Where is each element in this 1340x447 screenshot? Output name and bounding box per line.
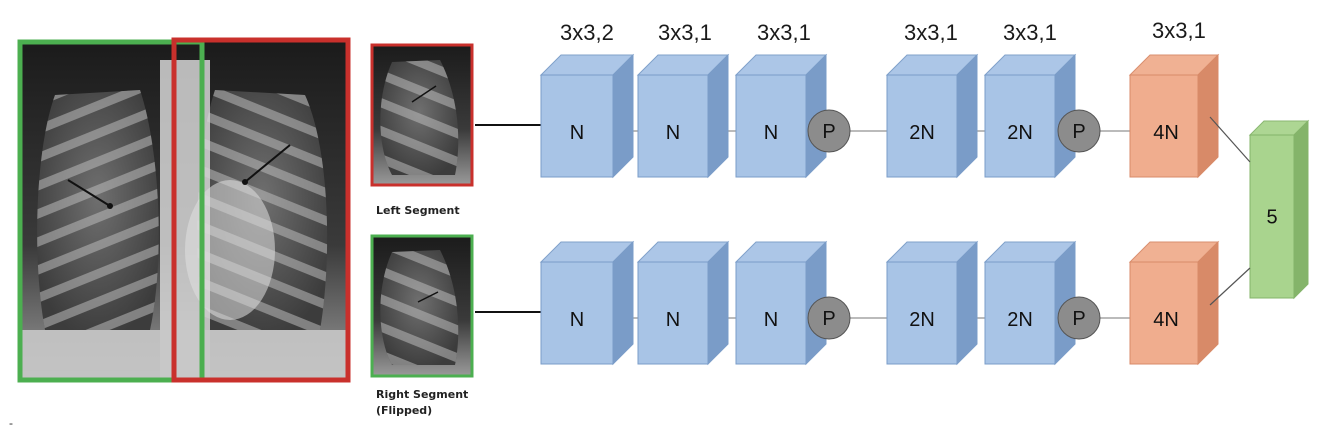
block-label: N: [570, 309, 584, 331]
block-label: N: [764, 122, 778, 144]
left-segment-title: Left Segment: [376, 204, 460, 217]
right-segment-subtitle: (Flipped): [376, 404, 433, 417]
conv-block: 2N: [885, 53, 979, 179]
kernel-label: 3x3,2: [560, 20, 614, 45]
block-label: 2N: [1007, 309, 1033, 331]
right-segment-image: [370, 234, 474, 378]
right-segment-label: Right Segment (Flipped): [376, 387, 468, 419]
block-label: 2N: [909, 309, 935, 331]
stray-mark: -: [9, 416, 13, 430]
kernel-label: 3x3,1: [904, 20, 958, 45]
left-segment-image: [370, 43, 474, 187]
left-segment-label: Left Segment: [376, 203, 460, 219]
block-label: N: [666, 309, 680, 331]
conv-block: N: [636, 240, 730, 366]
kernel-label: 3x3,1: [1003, 20, 1057, 45]
left-lung-frame: [17, 39, 205, 383]
conv-block: 2N: [983, 53, 1077, 179]
branch-right: N N N P 2N 2N P 4N: [475, 240, 1220, 366]
branch-left: N N N P 2N 2N P 4N: [475, 53, 1220, 179]
network-branches: N N N P 2N 2N P 4N N N N P 2N 2N P 4N 5: [475, 53, 1310, 366]
pool-node: P: [1057, 109, 1101, 153]
conv-block: N: [539, 240, 635, 366]
kernel-label: 3x3,1: [757, 20, 811, 45]
conv-block: N: [636, 53, 730, 179]
conv-block: N: [539, 53, 635, 179]
pool-label: P: [822, 121, 835, 143]
kernel-label: 3x3,1: [658, 20, 712, 45]
kernel-label: 3x3,1: [1152, 18, 1206, 43]
pool-node: P: [807, 109, 851, 153]
pool-node: P: [1057, 296, 1101, 340]
conv-block: 2N: [983, 240, 1077, 366]
pool-node: P: [807, 296, 851, 340]
conv-block: N: [734, 53, 828, 179]
chest-xray-image: [20, 42, 348, 380]
pool-label: P: [1072, 121, 1085, 143]
pool-label: P: [822, 308, 835, 330]
right-segment-title: Right Segment: [376, 388, 469, 401]
block-label: 4N: [1153, 122, 1179, 144]
block-label: N: [764, 309, 778, 331]
pool-label: P: [1072, 308, 1085, 330]
merge-connector-top: [1209, 116, 1251, 163]
block-label: N: [570, 122, 584, 144]
output-label: 5: [1266, 207, 1277, 229]
block-label: 4N: [1153, 309, 1179, 331]
block-label: 2N: [909, 122, 935, 144]
output-block: 5: [1248, 119, 1310, 300]
block-label: 2N: [1007, 122, 1033, 144]
block-label: N: [666, 122, 680, 144]
conv-block: 2N: [885, 240, 979, 366]
final-conv-block: 4N: [1128, 53, 1220, 179]
conv-block: N: [734, 240, 828, 366]
final-conv-block: 4N: [1128, 240, 1220, 366]
right-lung-frame: [171, 37, 351, 383]
merge-connector-bottom: [1209, 267, 1251, 306]
